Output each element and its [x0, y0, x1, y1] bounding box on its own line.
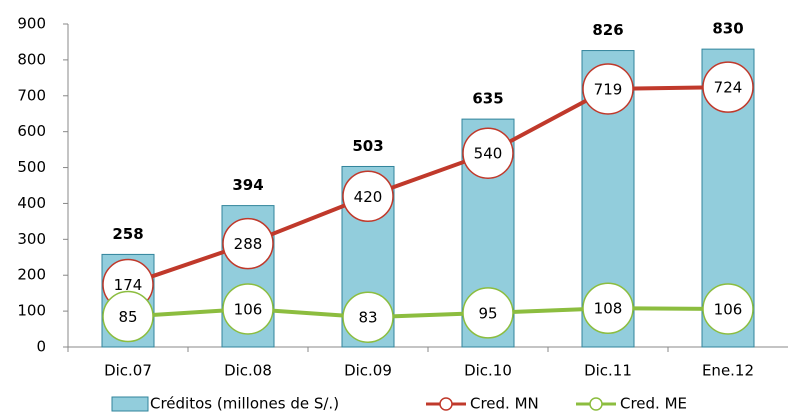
- x-tick-label: Dic.10: [464, 362, 512, 380]
- data-label: 83: [358, 309, 377, 327]
- y-tick-label: 200: [17, 266, 46, 284]
- legend-label: Cred. ME: [620, 395, 687, 413]
- legend-marker: [439, 397, 453, 411]
- data-label: 420: [354, 188, 383, 206]
- marker: [582, 282, 634, 334]
- data-label: 724: [714, 79, 743, 97]
- marker: [462, 287, 514, 339]
- y-tick-label: 900: [17, 15, 46, 33]
- data-label: 174: [114, 276, 143, 294]
- x-tick-label: Ene.12: [702, 362, 754, 380]
- legend-label: Créditos (millones de S/.): [150, 395, 339, 413]
- data-label: 106: [714, 300, 743, 318]
- y-tick-label: 0: [36, 338, 46, 356]
- marker: [222, 283, 274, 335]
- data-label: 288: [234, 235, 263, 253]
- marker: [222, 217, 274, 270]
- data-label: 540: [474, 145, 503, 163]
- y-tick-label: 700: [17, 86, 46, 104]
- y-tick-label: 800: [17, 50, 46, 68]
- data-label: 108: [594, 300, 623, 318]
- x-tick-label: Dic.07: [104, 362, 152, 380]
- data-label: 85: [118, 308, 137, 326]
- y-tick-label: 400: [17, 194, 46, 212]
- line: [127, 85, 729, 287]
- data-label: 106: [234, 300, 263, 318]
- marker: [102, 290, 154, 343]
- marker: [702, 61, 754, 113]
- x-tick-label: Dic.11: [584, 362, 632, 380]
- y-tick-label: 300: [17, 230, 46, 248]
- marker: [342, 291, 394, 343]
- data-label: 394: [232, 176, 263, 194]
- marker: [582, 63, 634, 115]
- legend-swatch: [111, 396, 149, 412]
- data-label: 719: [594, 80, 623, 98]
- legend-marker: [589, 397, 603, 411]
- data-label: 503: [352, 137, 383, 155]
- y-tick-label: 100: [17, 302, 46, 320]
- x-tick-label: Dic.09: [344, 362, 392, 380]
- y-tick-label: 500: [17, 158, 46, 176]
- y-tick-label: 600: [17, 122, 46, 140]
- data-label: 258: [112, 225, 143, 243]
- marker: [342, 170, 394, 223]
- data-label: 826: [592, 21, 623, 39]
- marker: [702, 283, 754, 335]
- legend-label: Cred. MN: [470, 395, 539, 413]
- line: [127, 306, 729, 320]
- marker: [462, 127, 514, 179]
- data-label: 830: [712, 20, 743, 38]
- data-label: 95: [478, 304, 497, 322]
- data-label: 635: [472, 90, 503, 108]
- x-tick-label: Dic.08: [224, 362, 272, 380]
